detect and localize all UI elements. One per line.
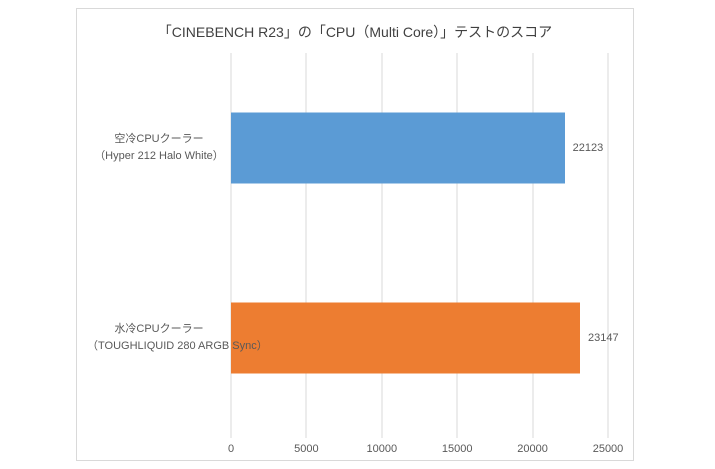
category-sublabel: （TOUGHLIQUID 280 ARGB Sync） <box>87 340 268 352</box>
bar-value-label: 23147 <box>588 332 619 344</box>
gridline <box>230 53 232 438</box>
gridline <box>381 53 383 438</box>
gridline <box>305 53 307 438</box>
category-name: 水冷CPUクーラー <box>114 323 204 335</box>
category-label: 水冷CPUクーラー （TOUGHLIQUID 280 ARGB Sync） <box>87 321 268 355</box>
x-axis-tick-label: 15000 <box>441 443 473 455</box>
x-axis: 0 5000 10000 15000 20000 25000 <box>228 53 623 455</box>
chart-title: 「CINEBENCH R23」の「CPU（Multi Core）」テストのスコア <box>157 24 553 40</box>
gridline <box>532 53 534 438</box>
x-axis-tick-label: 0 <box>227 443 235 455</box>
x-axis-tick-label: 20000 <box>517 443 548 455</box>
bar-row: 23147 <box>231 243 619 433</box>
chart-frame: 「CINEBENCH R23」の「CPU（Multi Core）」テストのスコア… <box>76 8 634 461</box>
plot-area: 22123 23147 0 5000 10000 15000 20000 25000 <box>228 53 623 455</box>
category-name: 空冷CPUクーラー <box>114 133 204 145</box>
bar <box>231 112 565 184</box>
category-sublabel: （Hyper 212 Halo White） <box>94 150 224 162</box>
x-axis-tick-label: 5000 <box>294 443 319 455</box>
bar-row: 22123 <box>231 53 608 243</box>
x-axis-tick-label: 10000 <box>366 443 398 455</box>
category-label: 空冷CPUクーラー （Hyper 212 Halo White） <box>87 131 231 165</box>
bar-value-label: 22123 <box>572 142 604 154</box>
bars-group: 22123 23147 <box>231 53 619 433</box>
gridline <box>456 53 458 438</box>
gridline <box>607 53 609 438</box>
bar <box>231 302 581 374</box>
x-axis-tick-label: 25000 <box>592 443 624 455</box>
